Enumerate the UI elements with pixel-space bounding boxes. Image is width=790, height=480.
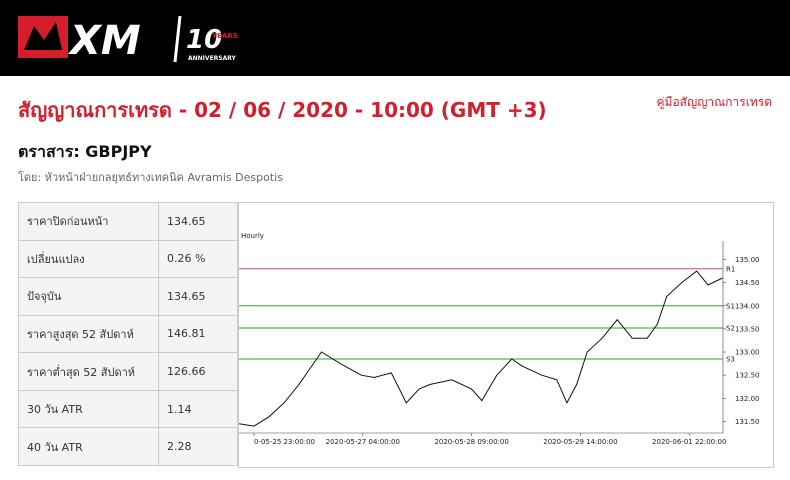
x-tick-label: 0-05-25 23:00:00 — [254, 438, 315, 446]
table-row: 40 วัน ATR 2.28 — [18, 427, 238, 466]
logo-years: YEARS — [211, 32, 238, 40]
logo-icon — [18, 16, 68, 58]
logo-divider — [173, 15, 182, 63]
table-row: 30 วัน ATR 1.14 — [18, 389, 238, 429]
y-tick-label: 131.50 — [735, 418, 760, 426]
table-row: เปลี่ยนแปลง 0.26 % — [18, 239, 238, 279]
y-tick-label: 132.00 — [735, 395, 760, 403]
table-row: ราคาปิดก่อนหน้า 134.65 — [18, 202, 238, 241]
level-label: S2 — [726, 324, 735, 332]
level-label: S1 — [726, 302, 735, 310]
price-line — [239, 270, 723, 427]
stat-label: 30 วัน ATR — [18, 389, 159, 429]
stat-value: 2.28 — [158, 427, 238, 466]
header: XM 10 YEARS ANNIVERSARY — [0, 0, 790, 76]
stat-value: 146.81 — [158, 314, 238, 354]
level-label: R1 — [726, 265, 735, 273]
x-tick-label: 2020-05-29 14:00:00 — [543, 438, 617, 446]
x-tick-label: 2020-06-01 22:00:00 — [652, 438, 726, 446]
x-tick-label: 2020-05-27 04:00:00 — [326, 438, 400, 446]
logo[interactable]: XM 10 YEARS ANNIVERSARY — [0, 0, 260, 76]
y-tick-label: 132.50 — [735, 372, 760, 380]
instrument: ตราสาร: GBPJPY — [18, 142, 152, 161]
page-title: สัญญาณการเทรด - 02 / 06 / 2020 - 10:00 (… — [18, 98, 547, 122]
logo-bull — [24, 22, 62, 50]
x-tick-label: 2020-05-28 09:00:00 — [434, 438, 508, 446]
level-label: S3 — [726, 355, 735, 363]
table-row: ราคาสูงสุด 52 สัปดาห์ 146.81 — [18, 314, 238, 354]
table-row: ปัจจุบัน 134.65 — [18, 277, 238, 316]
stat-label: ราคาต่ำสุด 52 สัปดาห์ — [18, 352, 159, 391]
stat-value: 126.66 — [158, 352, 238, 391]
author: โดย: หัวหน้าฝ่ายกลยุทธ์ทางเทคนิค Avramis… — [18, 171, 283, 184]
guide-link[interactable]: คู่มือสัญญาณการเทรด — [656, 95, 773, 109]
y-tick-label: 135.00 — [735, 256, 760, 264]
logo-number: 10 — [186, 25, 222, 55]
stat-value: 0.26 % — [158, 239, 238, 279]
stat-value: 134.65 — [158, 202, 238, 241]
logo-brand: XM — [67, 18, 141, 64]
y-tick-label: 133.50 — [735, 325, 760, 333]
stat-label: เปลี่ยนแปลง — [18, 239, 159, 279]
chart-title: Hourly — [241, 232, 264, 240]
stat-label: ราคาสูงสุด 52 สัปดาห์ — [18, 314, 159, 354]
stat-label: 40 วัน ATR — [18, 427, 159, 466]
stat-value: 1.14 — [158, 389, 238, 429]
y-tick-label: 134.50 — [735, 279, 760, 287]
stat-value: 134.65 — [158, 277, 238, 316]
stat-label: ปัจจุบัน — [18, 277, 159, 316]
chart: Hourly 131.50 132.00 132.50 133.00 133.50 134… — [238, 202, 774, 468]
y-tick-label: 133.00 — [735, 349, 760, 357]
table-row: ราคาต่ำสุด 52 สัปดาห์ 126.66 — [18, 352, 238, 391]
logo-anniversary: ANNIVERSARY — [188, 55, 237, 62]
stats-table: ราคาปิดก่อนหน้า 134.65 เปลี่ยนแปลง 0.26 % ปั… — [18, 202, 238, 466]
stat-label: ราคาปิดก่อนหน้า — [18, 202, 159, 241]
y-tick-label: 134.00 — [735, 302, 760, 310]
